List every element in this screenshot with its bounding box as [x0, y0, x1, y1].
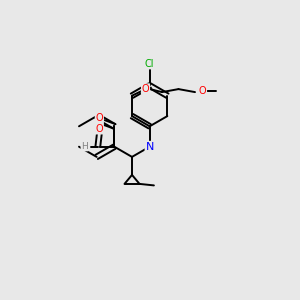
Text: H: H	[81, 142, 88, 151]
Text: O: O	[95, 113, 103, 123]
Text: O: O	[95, 124, 103, 134]
Text: Cl: Cl	[145, 58, 154, 69]
Text: N: N	[146, 142, 154, 152]
Text: O: O	[199, 86, 206, 97]
Text: O: O	[142, 84, 149, 94]
